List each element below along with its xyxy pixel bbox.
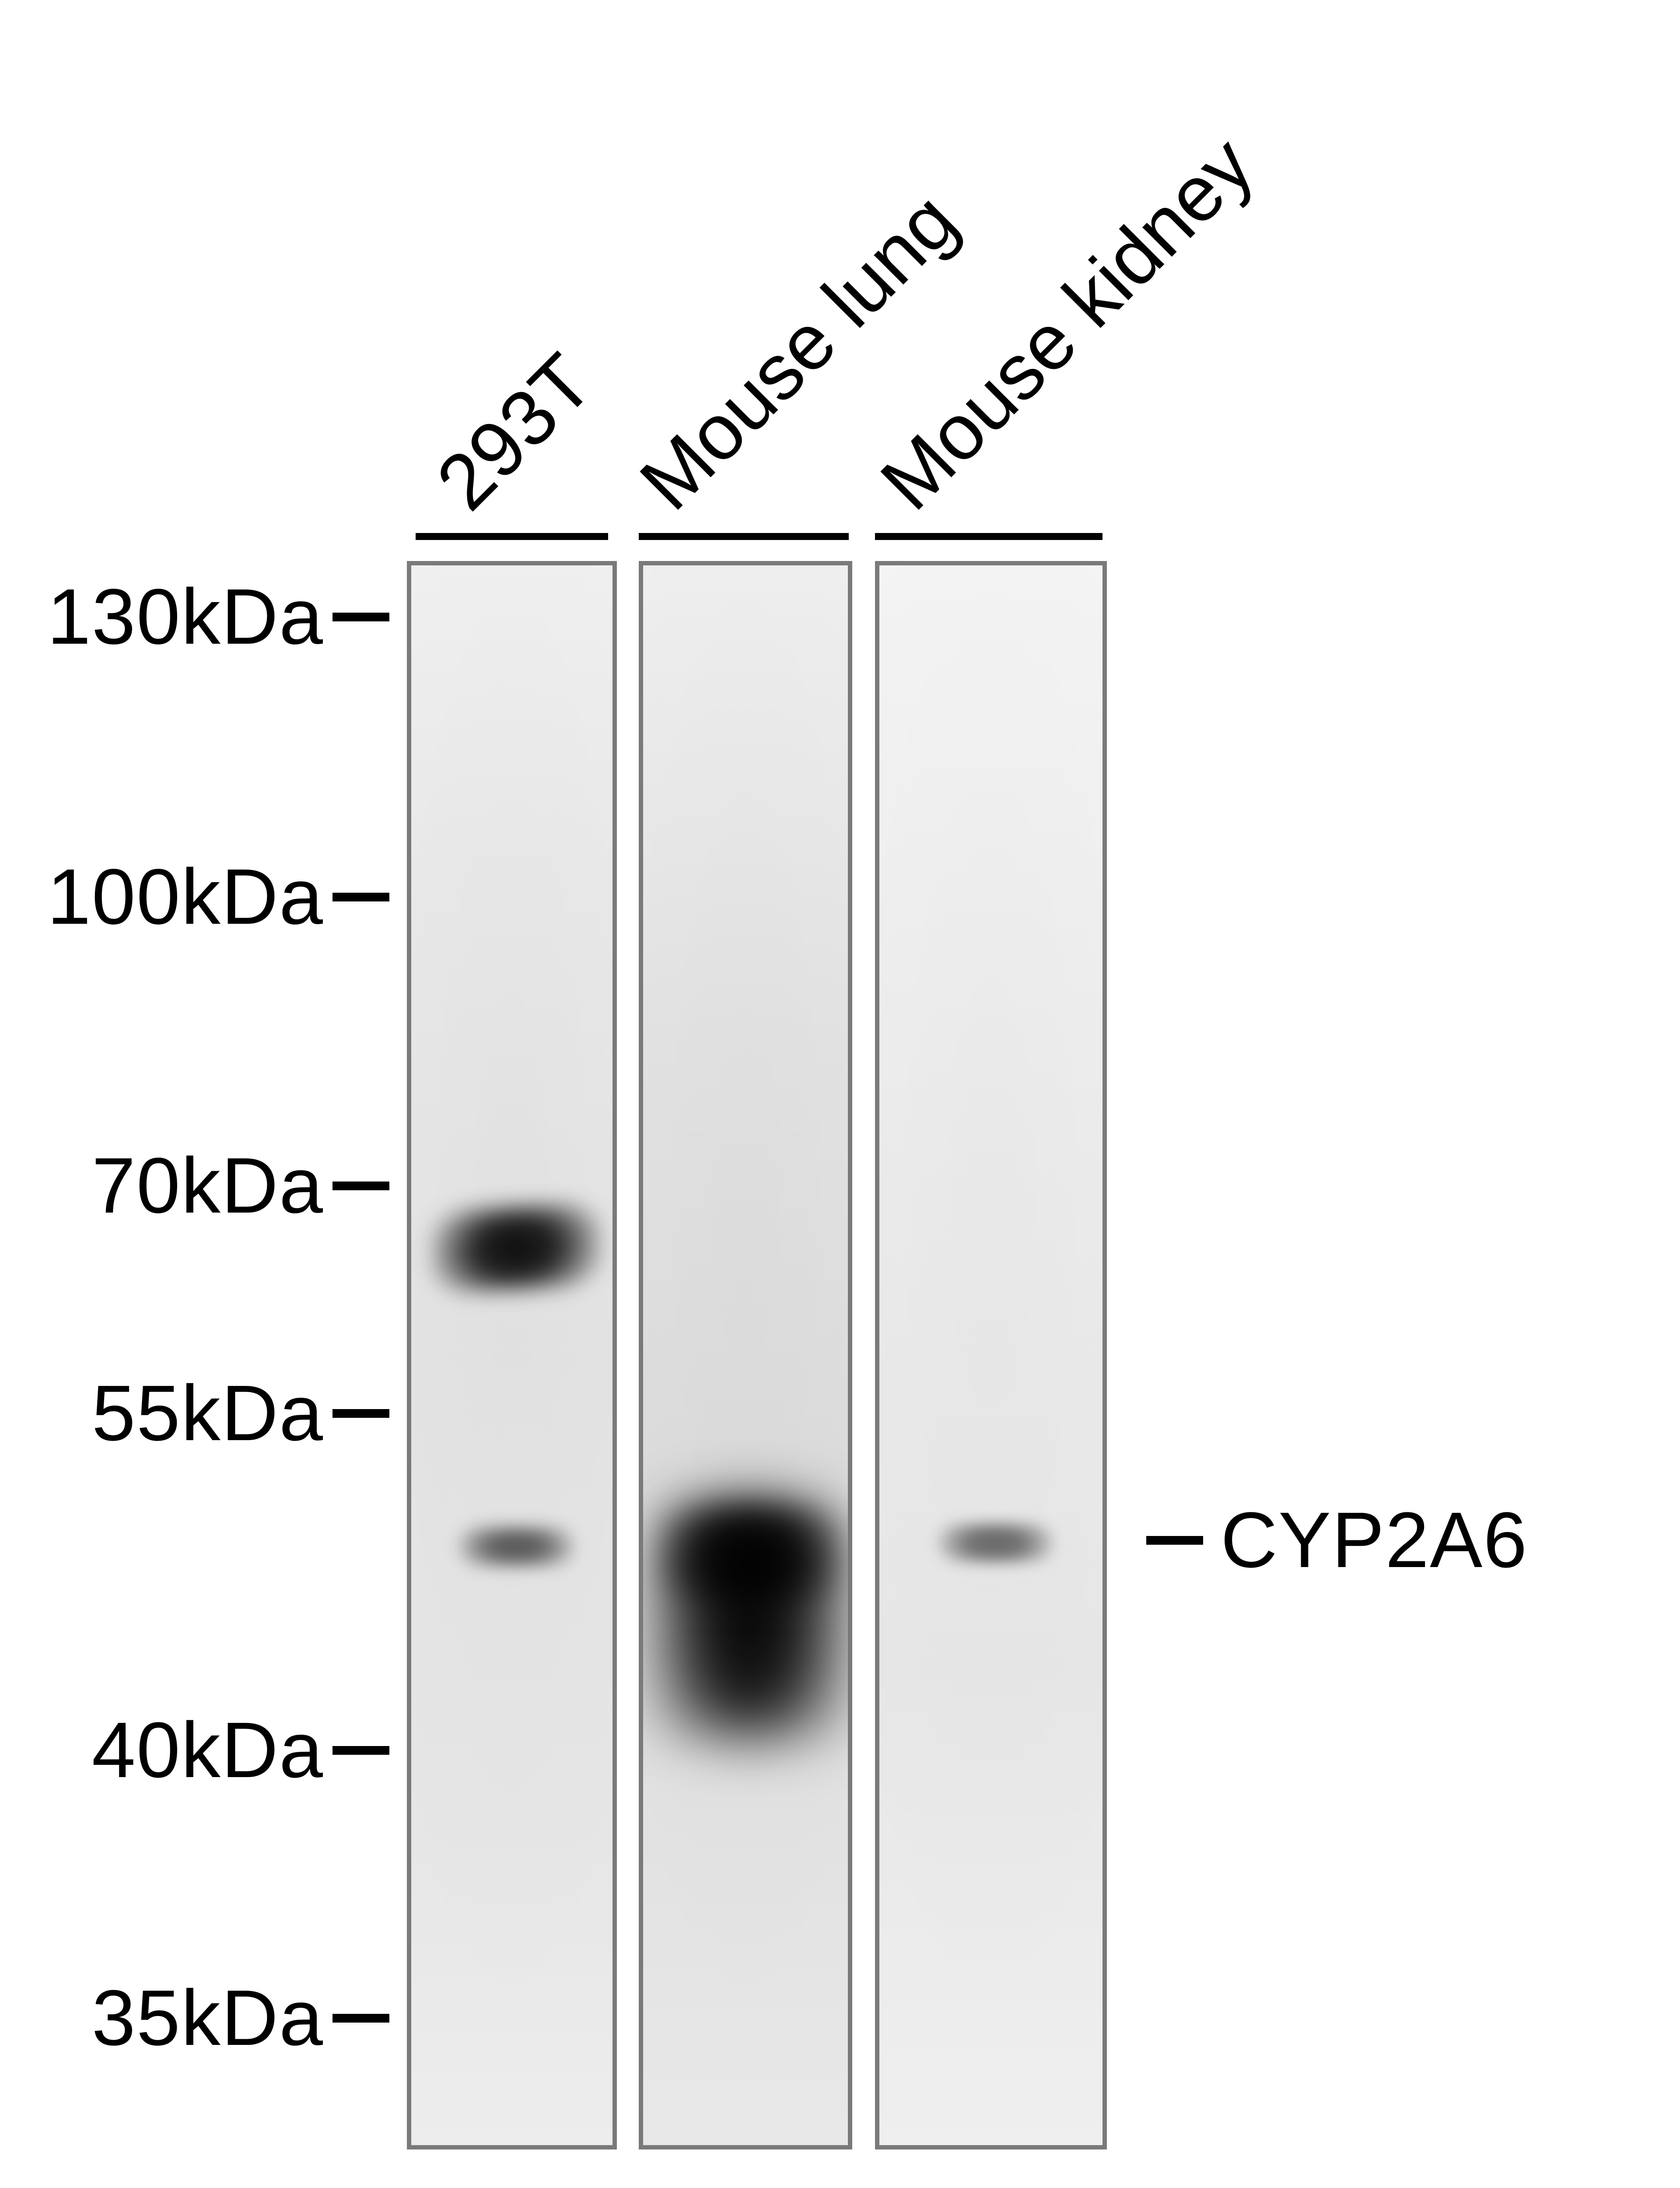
mw-tick-40kda — [332, 1746, 389, 1755]
mw-label-100kda: 100kDa — [0, 858, 324, 936]
band — [648, 1497, 852, 1742]
band — [656, 1505, 844, 1602]
mw-tick-70kda — [332, 1182, 389, 1190]
band — [458, 1527, 574, 1566]
lane-label-mouse-kidney: Mouse kidney — [868, 124, 1267, 523]
mw-tick-55kda — [332, 1409, 389, 1418]
mw-tick-130kda — [332, 613, 389, 621]
lane-underline-mouse-kidney — [875, 533, 1102, 540]
figure-canvas: 293T Mouse lung Mouse kidney 130kDa 100k… — [0, 0, 1680, 2188]
mw-label-35kda: 35kDa — [0, 1979, 324, 2058]
mw-label-70kda: 70kDa — [0, 1147, 324, 1225]
blot-lane-mouse-kidney — [875, 561, 1107, 2149]
blot-lane-mouse-lung — [639, 561, 852, 2149]
band — [432, 1202, 600, 1294]
target-label: CYP2A6 — [1221, 1501, 1528, 1580]
lane-underline-293t — [416, 533, 608, 540]
blot-lane-293t — [407, 561, 617, 2149]
mw-tick-100kda — [332, 893, 389, 901]
mw-tick-35kda — [332, 2014, 389, 2023]
mw-label-40kda: 40kDa — [0, 1711, 324, 1790]
band — [938, 1523, 1054, 1563]
mw-label-55kda: 55kDa — [0, 1374, 324, 1453]
lane-label-293t: 293T — [424, 341, 606, 523]
mw-label-130kda: 130kDa — [0, 578, 324, 656]
lane-underline-mouse-lung — [639, 533, 849, 540]
target-tick — [1146, 1536, 1203, 1545]
